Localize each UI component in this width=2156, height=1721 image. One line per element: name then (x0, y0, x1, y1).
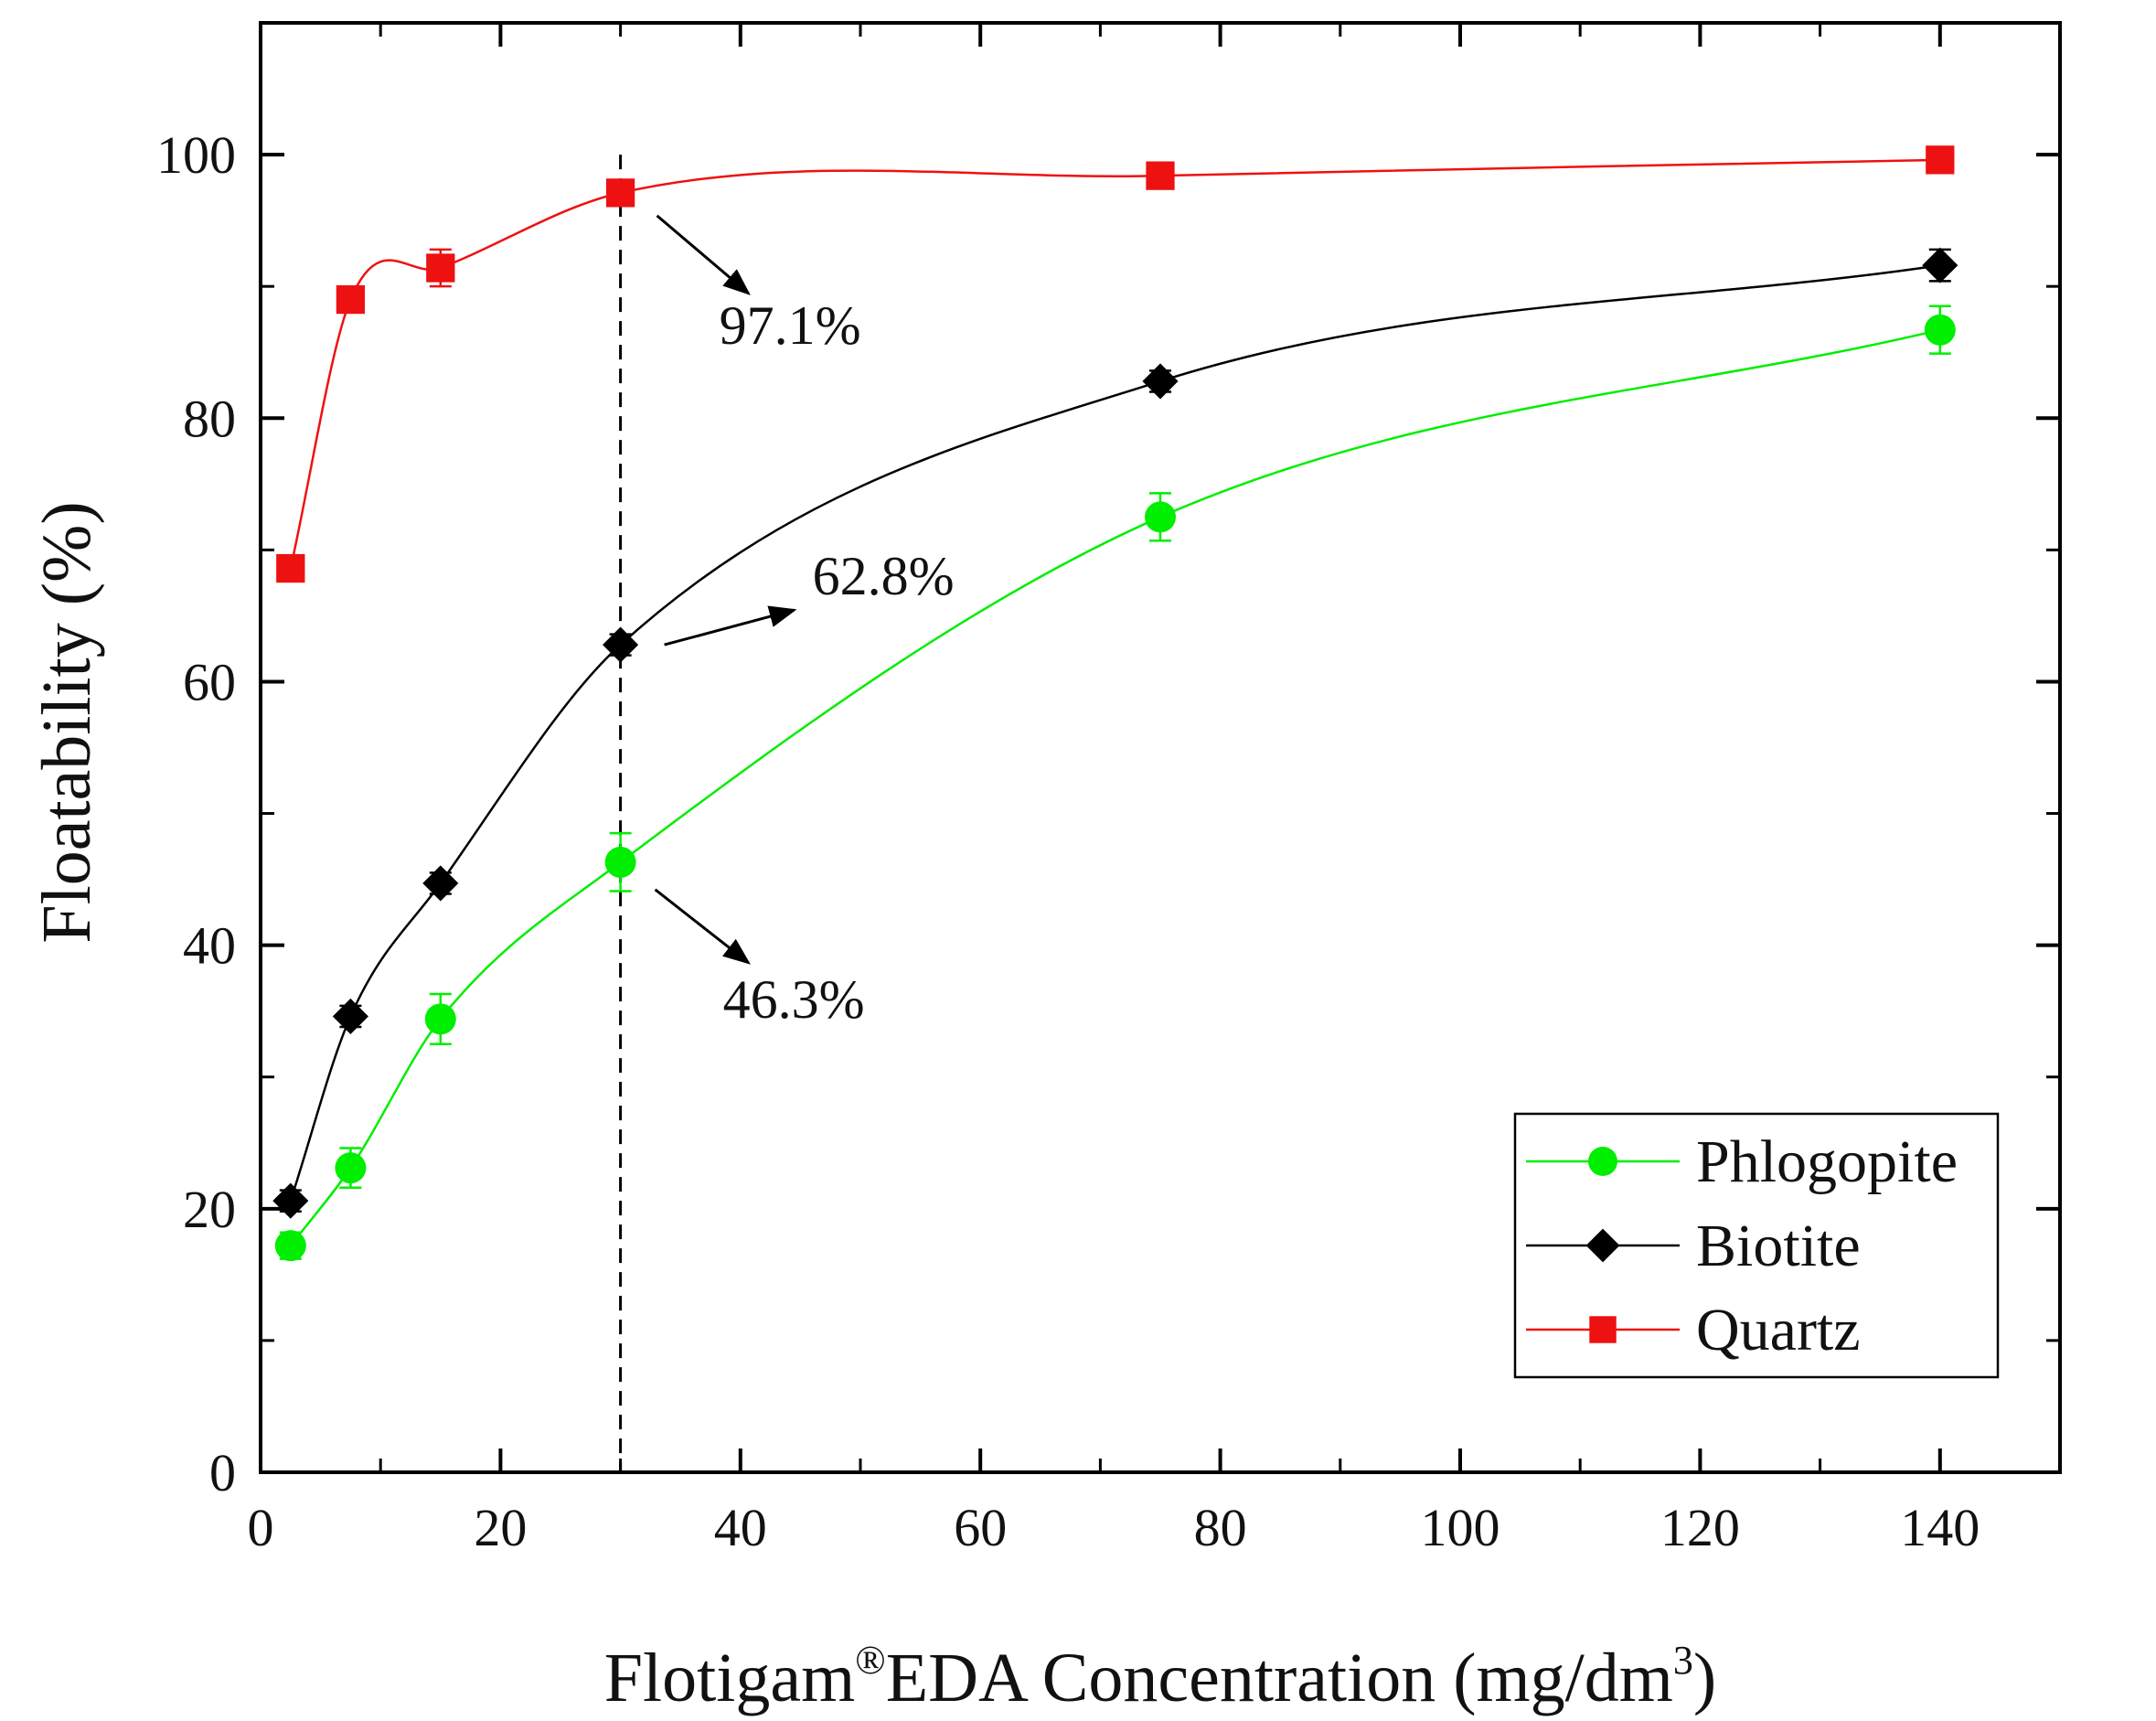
phlogopite-point (274, 1230, 306, 1262)
phlogopite-point (604, 846, 636, 878)
phlogopite-point (1145, 501, 1176, 533)
quartz-annotation-label: 97.1% (720, 295, 861, 356)
biotite-curve (289, 263, 1940, 1202)
x-tick-label: 0 (248, 1498, 274, 1557)
phlogopite-point (1924, 314, 1956, 346)
y-tick-label: 80 (183, 389, 236, 448)
quartz-curve (289, 158, 1940, 569)
phlogopite-point (424, 1003, 456, 1035)
x-tick-label: 120 (1660, 1498, 1740, 1557)
x-tick-label: 40 (714, 1498, 767, 1557)
quartz-point (1926, 145, 1955, 175)
x-tick-label: 100 (1421, 1498, 1500, 1557)
biotite-point (1922, 247, 1959, 283)
biotite-annotation-label: 62.8% (813, 546, 955, 606)
phlogopite-point (335, 1152, 367, 1184)
biotite-annotation-arrow (664, 605, 797, 647)
x-tick-label: 60 (954, 1498, 1007, 1557)
phlogopite-annotation-arrow (654, 888, 751, 965)
quartz-annotation-arrow (656, 214, 751, 295)
legend-label-biotite: Biotite (1696, 1213, 1861, 1279)
quartz-point (426, 253, 455, 283)
phlogopite-curve (289, 328, 1941, 1246)
y-tick-label: 40 (183, 916, 236, 976)
legend: Phlogopite Biotite Quartz (1513, 1112, 2000, 1379)
y-tick-label: 100 (156, 125, 236, 185)
x-axis-title: Flotigam®EDA Concentration (mg/dm3) (604, 1638, 1716, 1716)
quartz-point (605, 178, 635, 208)
biotite-point (603, 626, 639, 663)
quartz-point (1146, 161, 1175, 190)
legend-label-phlogopite: Phlogopite (1696, 1128, 1958, 1195)
biotite-point (332, 998, 368, 1034)
biotite-point (272, 1182, 309, 1219)
quartz-point (276, 553, 305, 583)
legend-marker-biotite (1585, 1228, 1620, 1263)
legend-label-quartz: Quartz (1696, 1297, 1861, 1363)
y-tick-label: 20 (183, 1180, 236, 1239)
x-tick-label: 20 (474, 1498, 527, 1557)
biotite-point (1142, 363, 1179, 400)
legend-marker-phlogopite (1588, 1147, 1617, 1176)
y-axis-title: Floatability (%) (28, 501, 105, 943)
x-tick-label: 140 (1900, 1498, 1980, 1557)
biotite-point (422, 865, 459, 902)
legend-marker-quartz (1589, 1316, 1617, 1343)
y-tick-label: 60 (183, 652, 236, 711)
phlogopite-annotation-label: 46.3% (723, 969, 865, 1030)
x-tick-label: 80 (1194, 1498, 1247, 1557)
plot-area-frame (259, 21, 2062, 1474)
quartz-point (336, 284, 366, 315)
y-tick-label: 0 (209, 1443, 236, 1502)
